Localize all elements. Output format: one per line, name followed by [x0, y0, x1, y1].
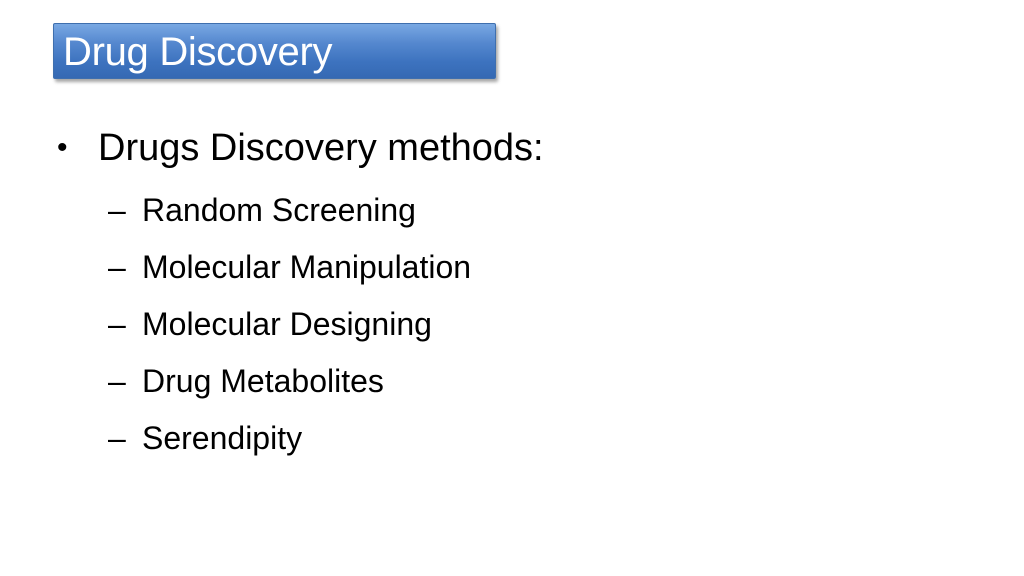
sub-bullet-text: Molecular Manipulation: [142, 249, 472, 285]
title-box: Drug Discovery: [53, 23, 496, 79]
slide-title: Drug Discovery: [63, 30, 333, 74]
sub-bullet-item: – Molecular Designing: [108, 296, 471, 353]
bullet-marker: •: [57, 131, 68, 164]
sub-bullet-list: – Random Screening – Molecular Manipulat…: [108, 182, 471, 467]
bullet-item: • Drugs Discovery methods:: [57, 124, 544, 172]
bullet-text: Drugs Discovery methods:: [98, 126, 544, 169]
dash-marker: –: [108, 420, 126, 456]
sub-bullet-item: – Serendipity: [108, 410, 471, 467]
sub-bullet-item: – Random Screening: [108, 182, 471, 239]
dash-marker: –: [108, 192, 126, 228]
dash-marker: –: [108, 249, 126, 285]
dash-marker: –: [108, 306, 126, 342]
sub-bullet-text: Drug Metabolites: [142, 363, 384, 399]
dash-marker: –: [108, 363, 126, 399]
sub-bullet-item: – Molecular Manipulation: [108, 239, 471, 296]
sub-bullet-text: Random Screening: [142, 192, 416, 228]
sub-bullet-text: Molecular Designing: [142, 306, 432, 342]
sub-bullet-text: Serendipity: [142, 420, 303, 456]
sub-bullet-item: – Drug Metabolites: [108, 353, 471, 410]
